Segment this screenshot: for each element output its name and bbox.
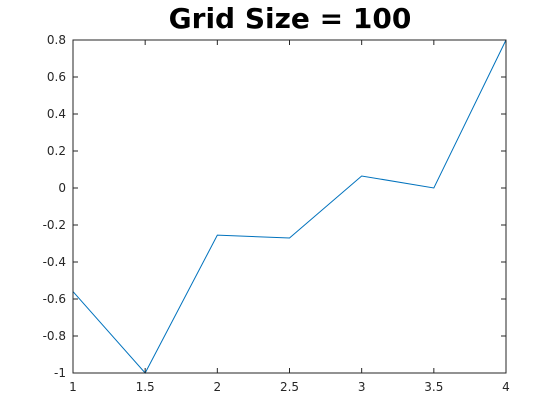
x-tick-label: 2 xyxy=(214,380,222,394)
y-tick-label: 0 xyxy=(58,181,66,195)
y-tick-label: -0.4 xyxy=(43,255,66,269)
y-tick-label: 0.6 xyxy=(47,70,66,84)
x-axis-ticks: 1 1.5 2 2.5 3 3.5 4 xyxy=(69,40,510,394)
y-tick-label: 0.4 xyxy=(47,107,66,121)
y-tick-label: 0.2 xyxy=(47,144,66,158)
y-tick-label: -1 xyxy=(54,366,66,380)
y-axis-ticks: -1 -0.8 -0.6 -0.4 -0.2 0 0.2 0.4 0.6 0.8 xyxy=(43,33,506,380)
y-tick-label: -0.6 xyxy=(43,292,66,306)
x-tick-label: 3.5 xyxy=(424,380,443,394)
x-tick-label: 1.5 xyxy=(136,380,155,394)
x-tick-label: 1 xyxy=(69,380,77,394)
x-tick-label: 3 xyxy=(358,380,366,394)
y-tick-label: -0.8 xyxy=(43,329,66,343)
x-tick-label: 2.5 xyxy=(280,380,299,394)
x-tick-label: 4 xyxy=(502,380,510,394)
chart-title: Grid Size = 100 xyxy=(169,2,412,35)
y-tick-label: -0.2 xyxy=(43,218,66,232)
y-tick-label: 0.8 xyxy=(47,33,66,47)
plot-area xyxy=(73,40,506,373)
